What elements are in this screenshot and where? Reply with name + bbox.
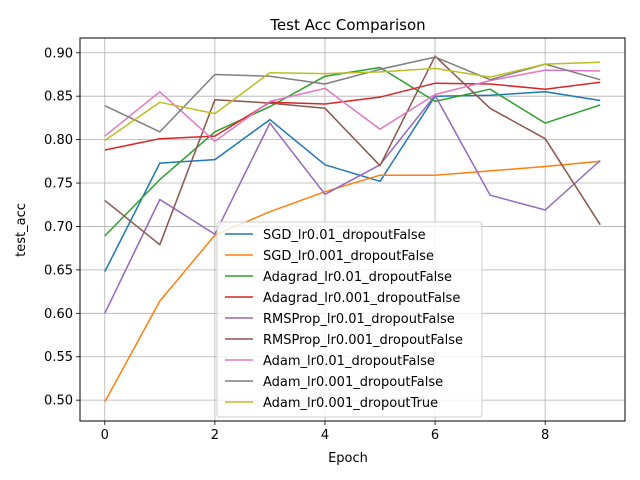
legend-label: Adagrad_lr0.001_dropoutFalse — [263, 291, 460, 306]
x-tick-label: 6 — [431, 428, 439, 443]
y-tick-label: 0.90 — [44, 46, 73, 61]
legend-label: RMSProp_lr0.001_dropoutFalse — [263, 333, 463, 348]
y-tick-label: 0.55 — [44, 350, 73, 365]
y-tick-label: 0.60 — [44, 307, 73, 322]
series-line — [104, 81, 601, 151]
series-line — [104, 56, 601, 133]
y-tick-label: 0.85 — [44, 90, 73, 105]
plot-area — [79, 37, 626, 422]
y-tick-label: 0.50 — [44, 394, 73, 409]
x-tick-label: 8 — [541, 428, 549, 443]
legend-label: Adam_lr0.001_dropoutTrue — [263, 396, 438, 411]
y-tick-label: 0.75 — [44, 177, 73, 192]
legend-label: SGD_lr0.001_dropoutFalse — [263, 249, 434, 264]
x-axis-label: Epoch — [328, 451, 368, 466]
series-line — [104, 69, 601, 143]
legend-label: Adagrad_lr0.01_dropoutFalse — [263, 270, 452, 285]
x-axis-ticks: 0 2 4 6 8 — [101, 421, 549, 443]
legend-label: Adam_lr0.01_dropoutFalse — [263, 354, 435, 369]
y-tick-label: 0.80 — [44, 133, 73, 148]
y-axis-label: test_acc — [14, 203, 29, 257]
series-line — [104, 94, 601, 314]
y-tick-label: 0.70 — [44, 220, 73, 235]
y-axis-ticks: 0.50 0.55 0.60 0.65 0.70 0.75 0.80 0.85 0.90 — [44, 46, 80, 409]
series-line — [104, 160, 601, 403]
x-tick-label: 0 — [101, 428, 109, 443]
series-line — [104, 55, 601, 246]
series-line — [104, 61, 601, 142]
legend-box — [216, 221, 483, 418]
y-tick-label: 0.65 — [44, 263, 73, 278]
series-line — [104, 91, 601, 272]
legend-label: Adam_lr0.001_dropoutFalse — [263, 375, 443, 390]
chart-title: Test Acc Comparison — [269, 16, 425, 34]
legend: SGD_lr0.01_dropoutFalse SGD_lr0.001_dropo… — [216, 221, 483, 418]
x-tick-label: 4 — [321, 428, 329, 443]
series-lines — [104, 55, 601, 403]
x-tick-label: 2 — [211, 428, 219, 443]
series-line — [104, 66, 601, 237]
legend-label: SGD_lr0.01_dropoutFalse — [263, 228, 426, 243]
legend-label: RMSProp_lr0.01_dropoutFalse — [263, 312, 455, 327]
